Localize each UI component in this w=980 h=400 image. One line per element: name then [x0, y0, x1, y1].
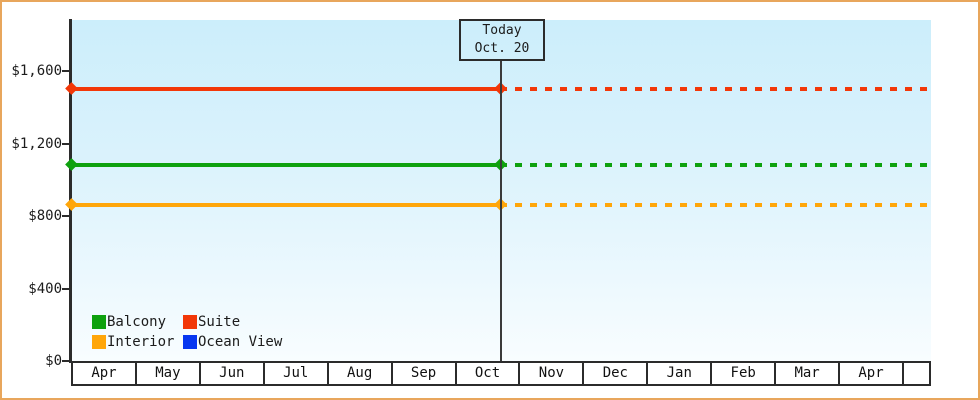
- month-cell: Feb: [712, 363, 777, 384]
- legend-swatch-icon: [183, 335, 197, 349]
- month-cell: May: [137, 363, 201, 384]
- legend-swatch-icon: [92, 315, 106, 329]
- y-tick-label: $800: [28, 208, 62, 224]
- y-tick-label: $1,200: [11, 135, 62, 152]
- month-cell: Mar: [776, 363, 841, 384]
- y-tick-label: $400: [28, 280, 62, 297]
- series-line-dotted-suite: [500, 87, 931, 92]
- series-line-dotted-balcony: [500, 163, 931, 168]
- legend-label: Ocean View: [198, 334, 283, 350]
- month-cell: Apr: [73, 363, 137, 384]
- today-vertical-line: [500, 61, 502, 361]
- x-axis-months-row: Apr May Jun Jul Aug Sep Oct Nov Dec Jan Feb Mar Apr: [71, 361, 931, 386]
- legend-label: Suite: [198, 314, 241, 330]
- y-tick-mark: [62, 360, 70, 362]
- y-tick-mark: [62, 142, 70, 145]
- today-annotation-box: Today Oct. 20: [459, 19, 545, 61]
- legend-swatch-icon: [92, 335, 106, 349]
- today-date: Oct. 20: [474, 41, 530, 56]
- month-cell: Dec: [584, 363, 649, 384]
- legend-label: Balcony: [107, 314, 167, 330]
- month-cell: Oct: [457, 363, 521, 384]
- legend-swatch-icon: [183, 315, 197, 329]
- legend: Balcony Suite Interior Ocean View: [92, 312, 282, 352]
- legend-item-balcony: Balcony: [92, 312, 183, 332]
- month-cell-empty: [904, 363, 929, 384]
- legend-label: Interior: [107, 334, 175, 350]
- month-cell: Sep: [393, 363, 457, 384]
- legend-item-interior: Interior: [92, 332, 183, 352]
- legend-item-suite: Suite: [183, 312, 282, 332]
- month-cell: Jun: [201, 363, 265, 384]
- month-cell: Jan: [648, 363, 713, 384]
- y-tick-mark: [62, 215, 70, 217]
- today-label: Today: [482, 23, 522, 38]
- series-line-solid-suite: [71, 87, 500, 92]
- series-line-dotted-interior: [500, 203, 931, 208]
- series-line-solid-balcony: [71, 163, 500, 168]
- y-tick-mark: [62, 70, 70, 72]
- month-cell: Aug: [329, 363, 393, 384]
- y-tick-label: $1,600: [11, 63, 62, 79]
- month-cell: Nov: [520, 363, 585, 384]
- month-cell: Apr: [840, 363, 904, 384]
- y-tick-mark: [62, 287, 70, 290]
- month-cell: Jul: [265, 363, 329, 384]
- y-tick-label: $0: [45, 353, 62, 369]
- y-axis-line: [69, 19, 72, 363]
- series-line-solid-interior: [71, 203, 500, 208]
- legend-item-ocean-view: Ocean View: [183, 332, 282, 352]
